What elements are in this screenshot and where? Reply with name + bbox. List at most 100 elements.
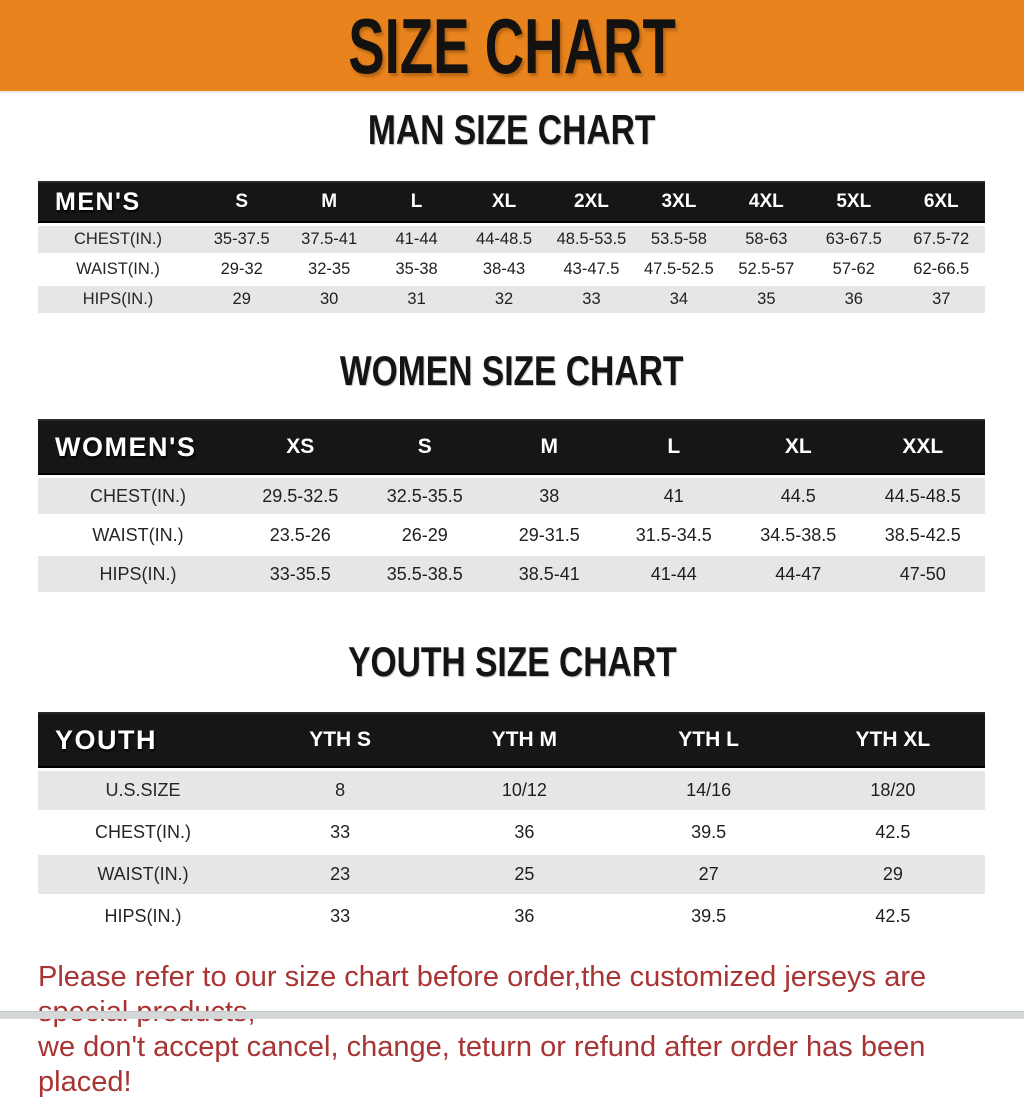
measurement-value: 36 [432, 813, 617, 852]
youth-section-heading: YOUTH SIZE CHART [0, 640, 1024, 691]
measurement-value: 38.5-42.5 [860, 517, 985, 553]
measurement-row: CHEST(IN.) 35-37.5 37.5-41 41-44 44-48.5 48.5… [38, 226, 985, 253]
measurement-value: 32 [460, 286, 548, 313]
measurement-row: WAIST(IN.) 23.5-26 26-29 29-31.5 31.5-34.5 34… [38, 517, 985, 553]
measurement-value: 35-37.5 [198, 226, 286, 253]
size-column-header: 3XL [635, 181, 723, 223]
youth-size-table: YOUTH YTH S YTH M YTH L YTH XL U.S.SIZE 8 10/12… [38, 709, 985, 939]
measurement-value: 8 [248, 771, 433, 810]
measurement-value: 26-29 [362, 517, 487, 553]
youth-section-heading-text: YOUTH SIZE CHART [347, 638, 677, 685]
measurement-row: WAIST(IN.) 29-32 32-35 35-38 38-43 43-47.5 47.… [38, 256, 985, 283]
size-table-header-row: MEN'S S M L XL 2XL 3XL 4XL 5XL 6XL [38, 181, 985, 223]
measurement-value: 35-38 [372, 256, 461, 283]
measurement-value: 33 [547, 286, 636, 313]
measurement-value: 52.5-57 [722, 256, 811, 283]
measurement-value: 38.5-41 [487, 556, 612, 592]
measurement-value: 35 [722, 286, 811, 313]
measurement-value: 10/12 [432, 771, 617, 810]
measurement-value: 41-44 [611, 556, 736, 592]
measurement-value: 23 [248, 855, 433, 894]
measurement-value: 25 [432, 855, 617, 894]
measurement-row: CHEST(IN.) 33 36 39.5 42.5 [38, 813, 985, 852]
measurement-value: 44-48.5 [460, 226, 548, 253]
size-column-header: 2XL [547, 181, 636, 223]
measurement-value: 29-32 [198, 256, 286, 283]
measurement-value: 44-47 [736, 556, 861, 592]
man-section-heading: MAN SIZE CHART [0, 108, 1024, 159]
womens-size-table: WOMEN'S XS S M L XL XXL CHEST(IN.) 29.5-32.5 32.5… [38, 416, 985, 595]
size-column-header: S [362, 419, 487, 475]
measurement-value: 37.5-41 [285, 226, 373, 253]
measurement-value: 34.5-38.5 [736, 517, 861, 553]
measurement-value: 14/16 [616, 771, 801, 810]
size-column-header: 4XL [722, 181, 811, 223]
measurement-value: 30 [285, 286, 373, 313]
measurement-value: 42.5 [800, 813, 985, 852]
measurement-label: CHEST(IN.) [38, 813, 248, 852]
size-column-header: M [487, 419, 612, 475]
measurement-value: 36 [432, 897, 617, 936]
size-column-header: S [198, 181, 286, 223]
measurement-value: 31 [372, 286, 461, 313]
measurement-value: 53.5-58 [635, 226, 723, 253]
size-column-header: L [372, 181, 461, 223]
size-column-header: YTH M [432, 712, 617, 768]
size-column-header: YTH L [616, 712, 801, 768]
measurement-label: HIPS(IN.) [38, 897, 248, 936]
measurement-value: 41-44 [372, 226, 461, 253]
measurement-value: 43-47.5 [547, 256, 636, 283]
measurement-value: 29.5-32.5 [238, 478, 363, 514]
measurement-label: WAIST(IN.) [38, 855, 248, 894]
measurement-value: 18/20 [800, 771, 985, 810]
page-title: SIZE CHART [348, 1, 676, 90]
measurement-value: 44.5 [736, 478, 861, 514]
measurement-value: 33 [248, 813, 433, 852]
measurement-label: HIPS(IN.) [38, 556, 238, 592]
measurement-value: 58-63 [722, 226, 811, 253]
measurement-value: 33 [248, 897, 433, 936]
footer-note: Please refer to our size chart before or… [38, 960, 1024, 1100]
measurement-value: 67.5-72 [897, 226, 985, 253]
measurement-value: 47.5-52.5 [635, 256, 723, 283]
bottom-strip [0, 1011, 1024, 1019]
women-size-section: WOMEN SIZE CHART WOMEN'S XS S M L XL XXL CHEST(… [0, 349, 1024, 595]
size-column-header: 6XL [897, 181, 985, 223]
measurement-label: U.S.SIZE [38, 771, 248, 810]
measurement-value: 36 [810, 286, 898, 313]
measurement-row: CHEST(IN.) 29.5-32.5 32.5-35.5 38 41 44.5 44.5… [38, 478, 985, 514]
measurement-value: 32-35 [285, 256, 373, 283]
youth-size-section: YOUTH SIZE CHART YOUTH YTH S YTH M YTH L YTH… [0, 640, 1024, 939]
measurement-value: 38-43 [460, 256, 548, 283]
measurement-label: WAIST(IN.) [38, 517, 238, 553]
measurement-value: 44.5-48.5 [860, 478, 985, 514]
measurement-value: 41 [611, 478, 736, 514]
measurement-value: 63-67.5 [810, 226, 898, 253]
women-section-heading: WOMEN SIZE CHART [0, 349, 1024, 400]
measurement-value: 33-35.5 [238, 556, 363, 592]
size-column-header: YTH XL [800, 712, 985, 768]
measurement-value: 23.5-26 [238, 517, 363, 553]
measurement-value: 37 [897, 286, 985, 313]
women-section-heading-text: WOMEN SIZE CHART [340, 347, 684, 394]
table-category-label: YOUTH [38, 712, 248, 768]
size-table-header-row: YOUTH YTH S YTH M YTH L YTH XL [38, 712, 985, 768]
size-column-header: L [611, 419, 736, 475]
table-category-label: MEN'S [38, 181, 198, 223]
measurement-value: 42.5 [800, 897, 985, 936]
size-column-header: XXL [860, 419, 985, 475]
man-section-heading-text: MAN SIZE CHART [368, 106, 656, 153]
banner: SIZE CHART [0, 0, 1024, 93]
measurement-row: HIPS(IN.) 33 36 39.5 42.5 [38, 897, 985, 936]
measurement-value: 48.5-53.5 [547, 226, 636, 253]
measurement-row: WAIST(IN.) 23 25 27 29 [38, 855, 985, 894]
measurement-label: CHEST(IN.) [38, 226, 198, 253]
measurement-value: 38 [487, 478, 612, 514]
measurement-row: HIPS(IN.) 33-35.5 35.5-38.5 38.5-41 41-44 44-… [38, 556, 985, 592]
measurement-value: 29 [800, 855, 985, 894]
measurement-row: U.S.SIZE 8 10/12 14/16 18/20 [38, 771, 985, 810]
measurement-value: 29-31.5 [487, 517, 612, 553]
measurement-label: WAIST(IN.) [38, 256, 198, 283]
measurement-value: 57-62 [810, 256, 898, 283]
size-column-header: XL [736, 419, 861, 475]
